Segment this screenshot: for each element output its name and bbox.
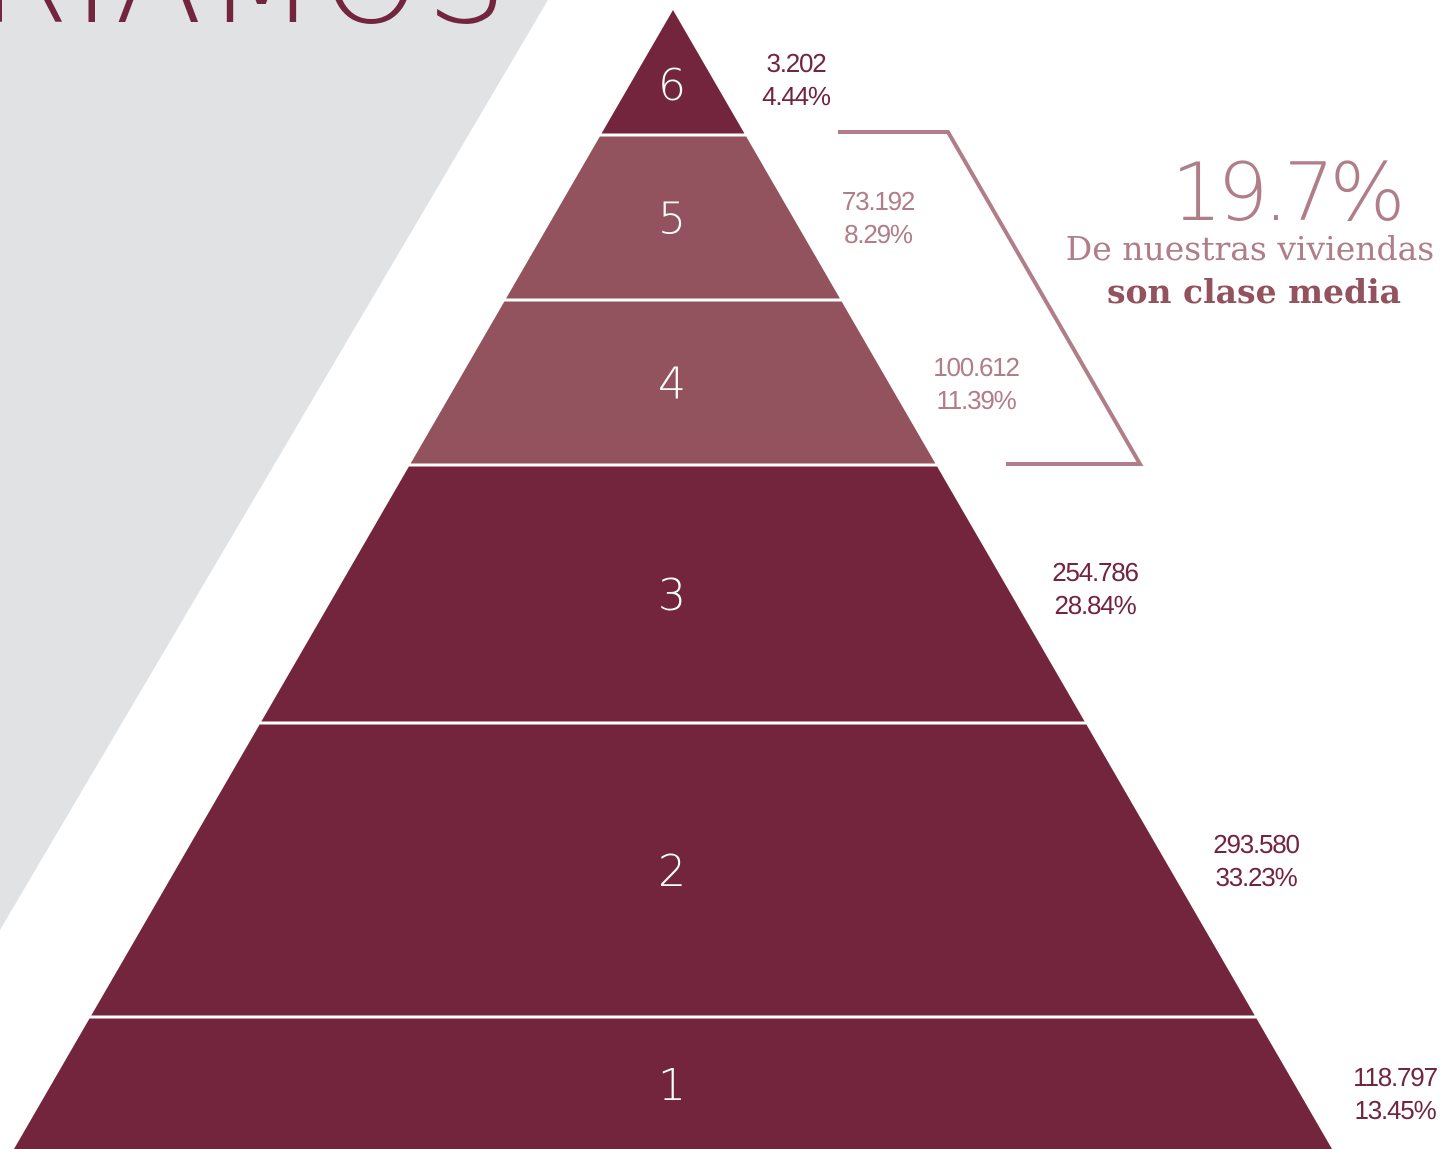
level-count-3: 254.786 xyxy=(1052,557,1138,587)
level-percent-3: 28.84% xyxy=(1055,590,1137,620)
callout-percent: 19.7% xyxy=(1171,146,1400,239)
level-label-5: 5 xyxy=(658,194,686,245)
pyramid-layers xyxy=(14,10,1332,1149)
level-count-1: 118.797 xyxy=(1353,1062,1437,1092)
level-count-4: 100.612 xyxy=(933,352,1019,382)
level-count-6: 3.202 xyxy=(766,48,826,78)
pyramid-level-1 xyxy=(14,1018,1332,1149)
level-label-2: 2 xyxy=(658,846,686,897)
callout-line-2: son clase media xyxy=(1107,272,1401,311)
level-percent-1: 13.45% xyxy=(1355,1095,1437,1125)
pyramid-level-4 xyxy=(410,301,936,464)
level-percent-2: 33.23% xyxy=(1216,862,1298,892)
background-diagonal-band xyxy=(0,0,548,930)
level-label-4: 4 xyxy=(658,359,686,410)
level-labels: 6 5 4 3 2 1 xyxy=(658,60,686,1111)
callout-line-1: De nuestras viviendas xyxy=(1066,229,1435,268)
level-label-6: 6 xyxy=(658,60,686,111)
level-percent-6: 4.44% xyxy=(762,81,831,111)
pyramid-level-3 xyxy=(261,466,1085,722)
level-label-1: 1 xyxy=(658,1060,686,1111)
middle-class-bracket xyxy=(838,130,1144,466)
level-count-5: 73.192 xyxy=(842,186,915,216)
level-count-2: 293.580 xyxy=(1213,829,1299,859)
pyramid-level-5 xyxy=(506,136,840,299)
partial-title: RIAMOS xyxy=(0,0,511,53)
level-label-3: 3 xyxy=(658,570,686,621)
pyramid-level-2 xyxy=(91,724,1255,1016)
pyramid-level-6 xyxy=(601,10,745,134)
level-percent-5: 8.29% xyxy=(844,219,913,249)
level-percent-4: 11.39% xyxy=(936,385,1016,415)
